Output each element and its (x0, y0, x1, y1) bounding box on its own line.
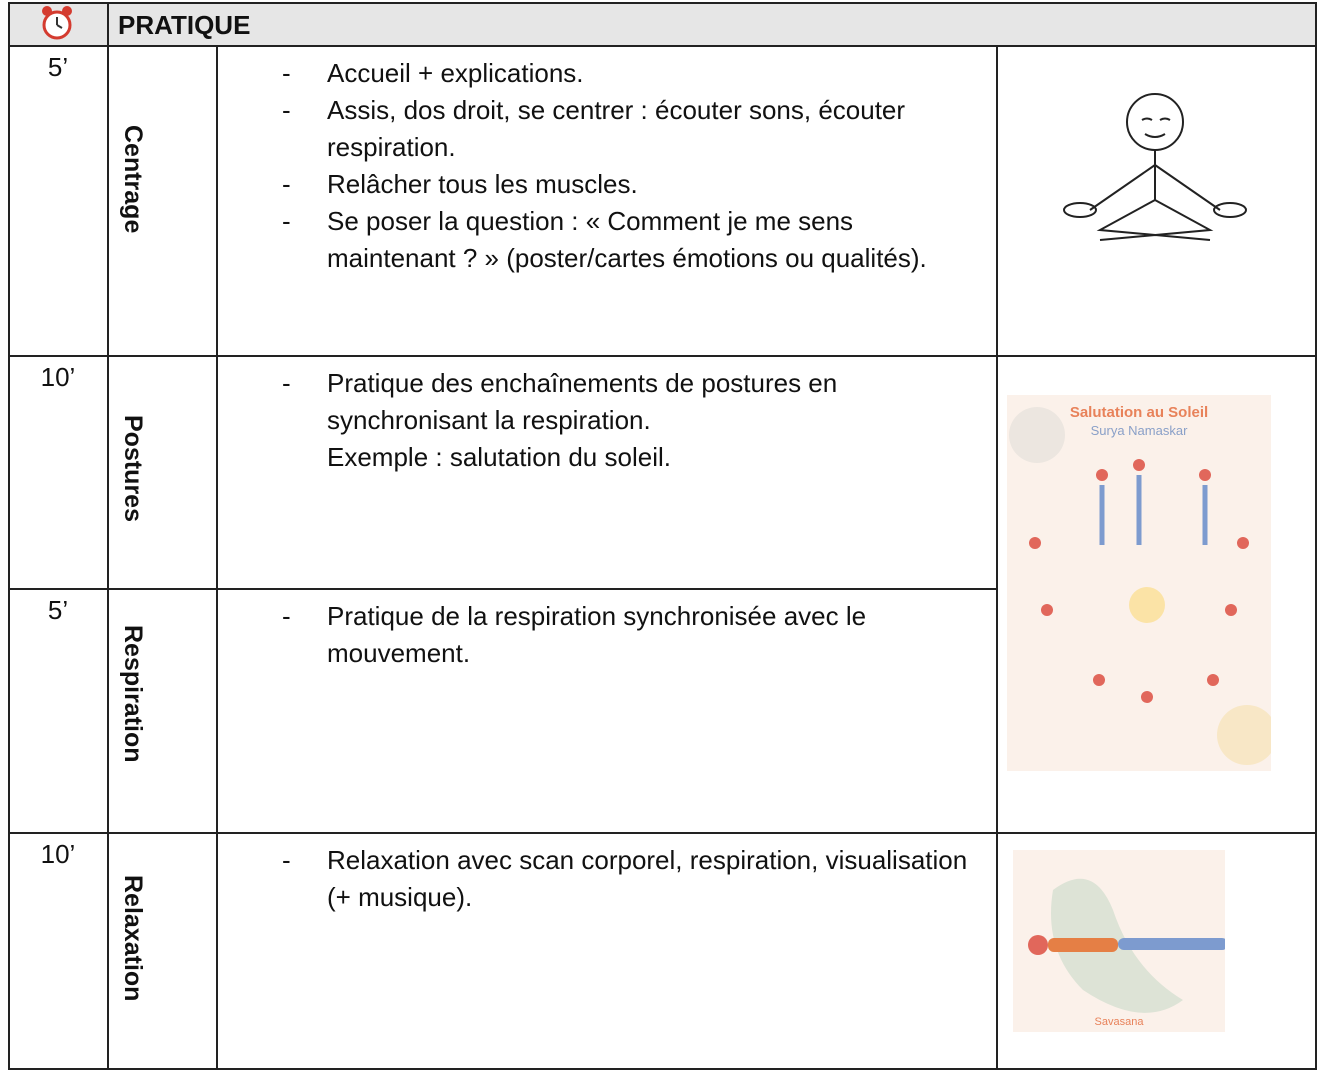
note: Exemple : salutation du soleil. (327, 442, 671, 472)
bullet: - (282, 845, 291, 875)
time: 5’ (47, 52, 69, 82)
header-title: PRATIQUE (118, 10, 251, 40)
list-item: - Relaxation avec scan corporel, respirat… (270, 842, 985, 916)
item-list: - Pratique de la respiration synchronisée… (270, 598, 985, 672)
bullet: - (282, 368, 291, 398)
poster-subtitle: Surya Namaskar (1090, 423, 1188, 438)
item-text: Se poser la question : « Comment je me s… (327, 206, 927, 273)
list-item: - Assis, dos droit, se centrer : écouter … (270, 92, 985, 166)
meditation-drawing (1063, 93, 1247, 241)
bullet: - (282, 206, 291, 236)
poster (1007, 395, 1271, 771)
list-item: - Pratique des enchaînements de postures … (270, 365, 985, 439)
list-item: - Accueil + explications. (270, 55, 985, 92)
bullet: - (282, 169, 291, 199)
time: 10’ (40, 839, 76, 869)
list-item: - Se poser la question : « Comment je me … (270, 203, 985, 277)
time: 5’ (47, 595, 69, 625)
bullet: - (282, 95, 291, 125)
section-label: Respiration (119, 625, 147, 763)
bullet: - (282, 601, 291, 631)
item-text: Assis, dos droit, se centrer : écouter s… (327, 95, 906, 162)
poster-title: Salutation au Soleil (1069, 404, 1209, 421)
bullet: - (282, 58, 291, 88)
savasana-image (1013, 850, 1225, 1032)
item-text: Relâcher tous les muscles. (327, 169, 638, 199)
clock-icon (42, 6, 72, 40)
header-bg (9, 3, 1315, 45)
section-label: Postures (119, 415, 147, 522)
section-label: Relaxation (119, 875, 147, 1002)
section-label: Centrage (119, 125, 147, 234)
time: 10’ (40, 362, 76, 392)
item-text: Pratique des enchaînements de postures e… (327, 368, 838, 435)
item-list: - Relaxation avec scan corporel, respirat… (270, 842, 985, 916)
savasana-caption: Savasana (1094, 1016, 1144, 1028)
item-text: Relaxation avec scan corporel, respirati… (327, 845, 968, 912)
list-item: - Relâcher tous les muscles. (270, 166, 985, 203)
item-list: - Accueil + explications. - Assis, dos droi… (270, 55, 985, 277)
item-text: Pratique de la respiration synchronisée … (327, 601, 867, 668)
item-text: Accueil + explications. (327, 58, 584, 88)
item-list: - Pratique des enchaînements de postures … (270, 365, 985, 476)
list-item: - Pratique de la respiration synchronisée… (270, 598, 985, 672)
